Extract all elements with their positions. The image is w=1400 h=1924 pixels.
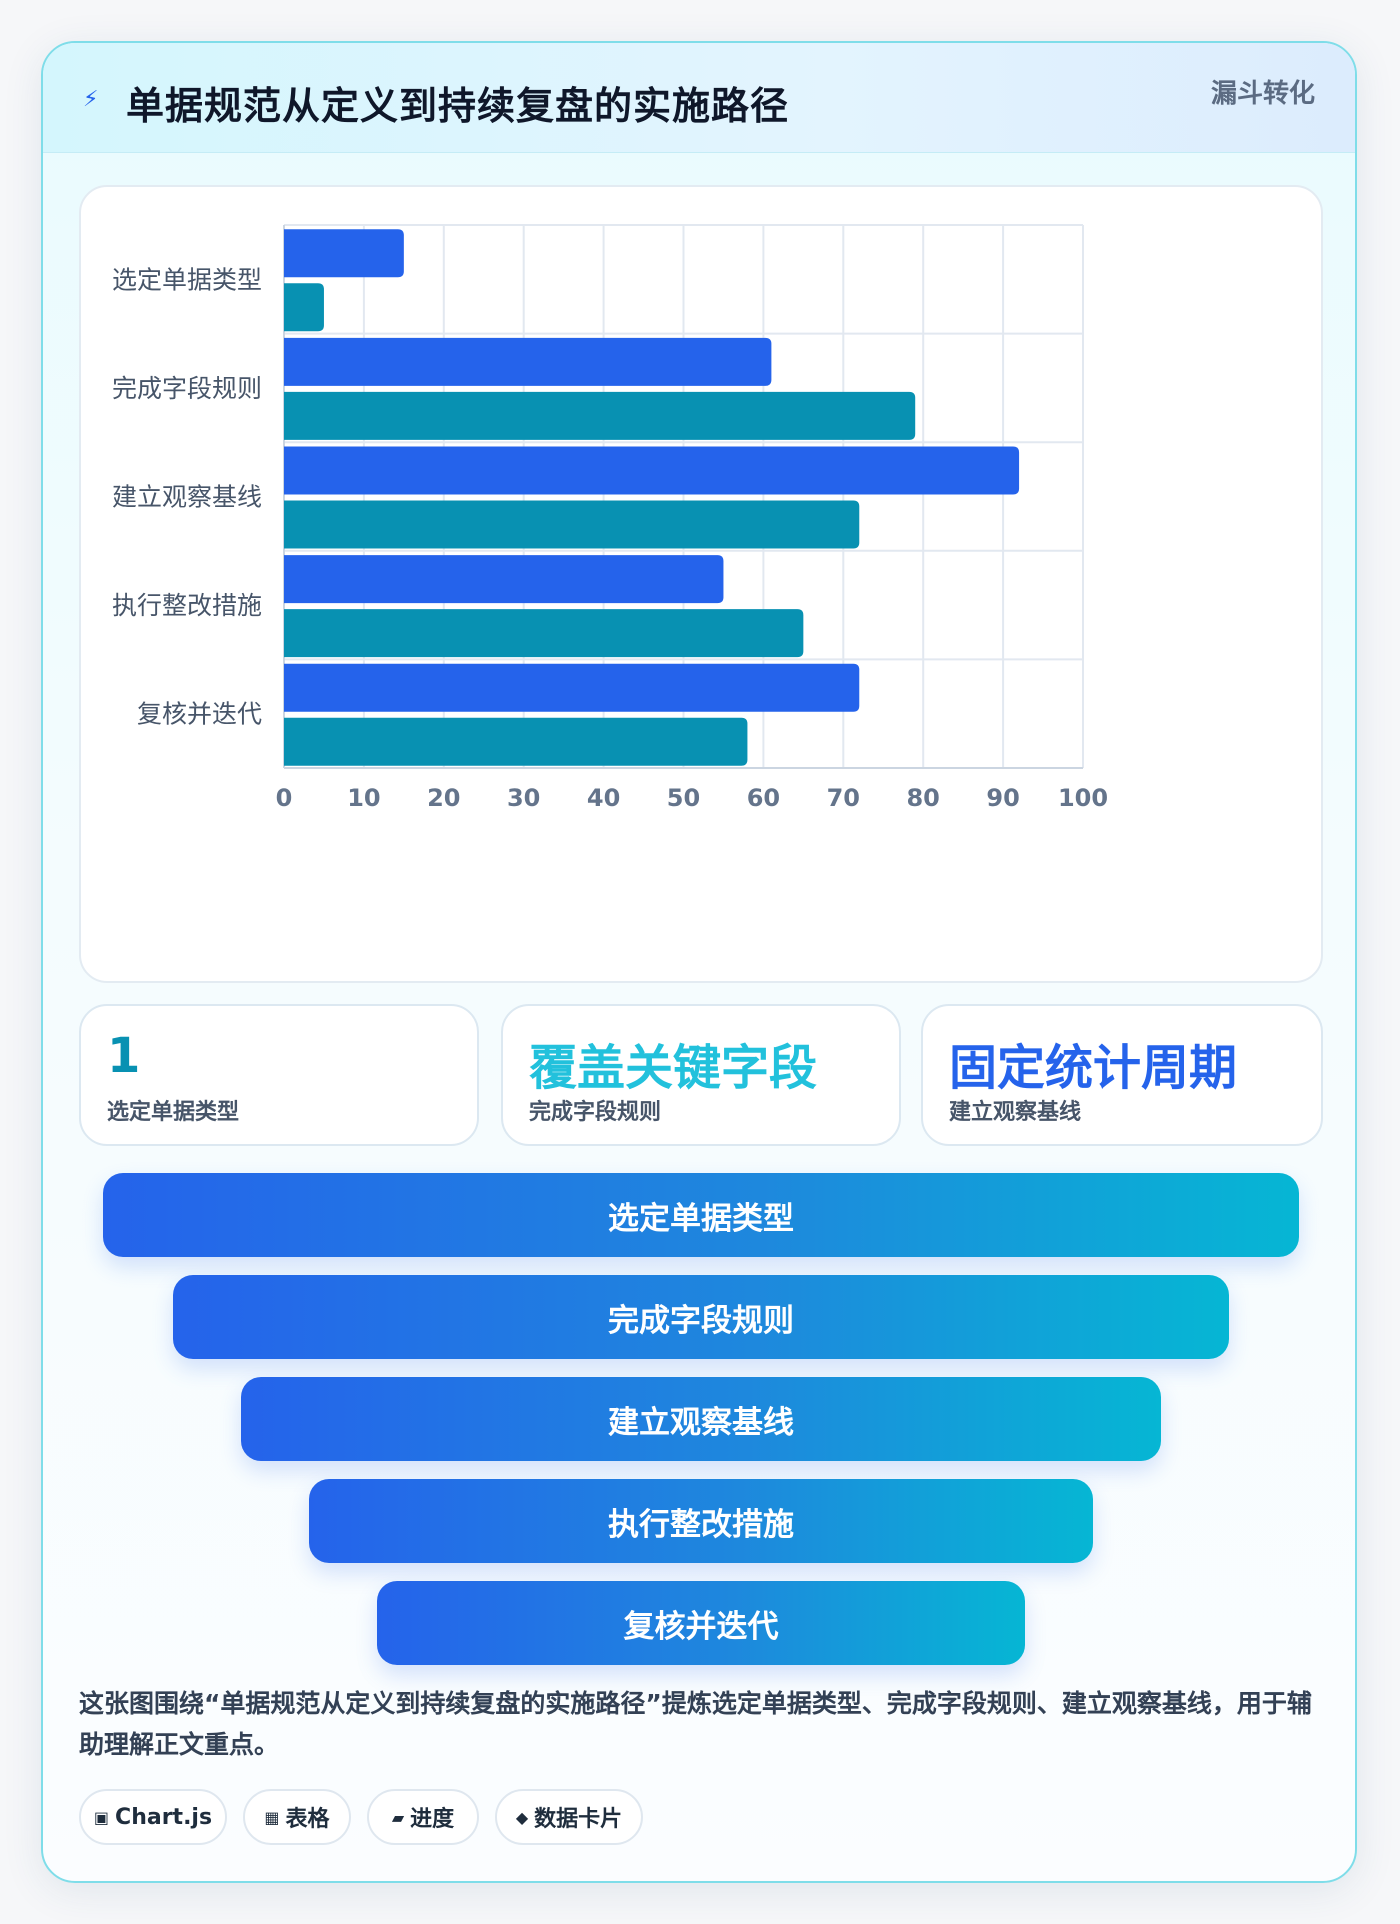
funnel-stage: 建立观察基线 (241, 1377, 1161, 1461)
lightning-icon: ⚡ (83, 87, 99, 112)
bar-series-2 (284, 391, 916, 440)
x-tick-label: 50 (667, 784, 700, 812)
chip-chartjs[interactable]: ▣ Chart.js (79, 1789, 227, 1845)
funnel-stage: 执行整改措施 (309, 1479, 1093, 1563)
stat-card-3: 固定统计周期 建立观察基线 (921, 1004, 1323, 1146)
funnel-stage: 选定单据类型 (103, 1173, 1299, 1257)
stat-card-2: 覆盖关键字段 完成字段规则 (501, 1004, 901, 1146)
stat-label: 选定单据类型 (107, 1100, 240, 1125)
chip-progress[interactable]: ▰ 进度 (367, 1789, 479, 1845)
bar-series-1 (284, 229, 404, 278)
progress-icon: ▰ (391, 1807, 405, 1827)
x-tick-label: 20 (427, 784, 460, 812)
bar-series-1 (284, 663, 860, 712)
bar-series-1 (284, 337, 772, 386)
chip-table[interactable]: ▦ 表格 (243, 1789, 351, 1845)
stat-card-1: 1 选定单据类型 (79, 1004, 479, 1146)
funnel-stage: 复核并迭代 (377, 1581, 1025, 1665)
header: ⚡ 单据规范从定义到持续复盘的实施路径 漏斗转化 (43, 43, 1355, 153)
x-tick-label: 30 (507, 784, 540, 812)
x-tick-label: 10 (347, 784, 380, 812)
y-category-label: 建立观察基线 (112, 483, 262, 512)
bar-chart: 0 10 20 30 40 50 60 70 80 90 100 选定单据类型完成字段规则建立观察基线… (112, 224, 1108, 812)
bar-series-2 (284, 717, 748, 766)
bar-series-2 (284, 283, 324, 332)
stat-label: 建立观察基线 (949, 1100, 1082, 1125)
y-category-label: 执行整改措施 (112, 591, 262, 620)
x-tick-label: 0 (276, 784, 293, 812)
chip-label: Chart.js (115, 1804, 213, 1830)
chart-panel: 0 10 20 30 40 50 60 70 80 90 100 选定单据类型 完成字段规则 建立观察基线… (79, 185, 1323, 983)
chart-icon: ▣ (93, 1807, 110, 1827)
y-category-label: 完成字段规则 (112, 374, 262, 403)
bar-series-1 (284, 446, 1020, 495)
x-tick-label: 100 (1058, 784, 1108, 812)
stat-value: 1 (107, 1028, 141, 1084)
chart-type-tag: 漏斗转化 (1210, 79, 1315, 109)
stat-value: 覆盖关键字段 (529, 1040, 818, 1096)
y-category-label: 复核并迭代 (137, 700, 262, 729)
stat-value: 固定统计周期 (949, 1040, 1238, 1096)
stat-label: 完成字段规则 (529, 1100, 662, 1125)
page-title: 单据规范从定义到持续复盘的实施路径 (126, 84, 790, 128)
x-tick-label: 40 (587, 784, 620, 812)
chip-data-card[interactable]: ◆ 数据卡片 (495, 1789, 643, 1845)
diamond-icon: ◆ (515, 1807, 529, 1827)
x-tick-label: 60 (747, 784, 780, 812)
chip-label: 表格 (285, 1807, 330, 1832)
chip-label: 进度 (410, 1807, 455, 1832)
bar-series-2 (284, 500, 860, 549)
funnel-stage: 完成字段规则 (173, 1275, 1229, 1359)
chip-label: 数据卡片 (534, 1807, 623, 1832)
x-tick-label: 80 (906, 784, 939, 812)
x-tick-label: 70 (827, 784, 860, 812)
infographic-card: ⚡ 单据规范从定义到持续复盘的实施路径 漏斗转化 0 10 20 30 40 50 60 70… (41, 41, 1357, 1883)
y-category-label: 选定单据类型 (112, 265, 262, 294)
bar-series-1 (284, 555, 724, 604)
bar-series-2 (284, 609, 804, 658)
description: 这张图围绕“单据规范从定义到持续复盘的实施路径”提炼选定单据类型、完成字段规则、… (79, 1689, 1312, 1759)
x-tick-label: 90 (986, 784, 1019, 812)
table-icon: ▦ (264, 1807, 280, 1827)
